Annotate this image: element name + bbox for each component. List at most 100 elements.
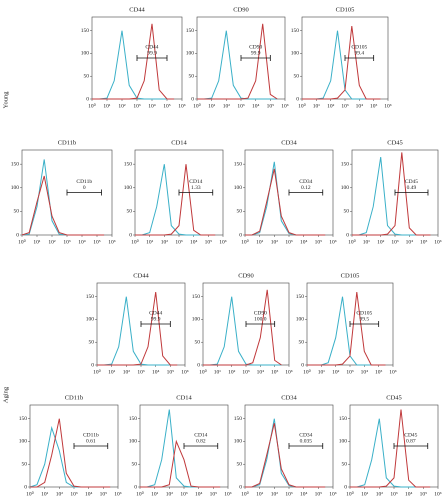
y-tick-label: 50 bbox=[195, 339, 201, 345]
gate-bar bbox=[66, 189, 102, 196]
x-tick-label: 10¹ bbox=[256, 491, 264, 497]
x-tick-label: 10¹ bbox=[313, 103, 321, 109]
gate-value: 99.4 bbox=[355, 50, 365, 56]
y-tick-label: 50 bbox=[84, 73, 90, 79]
histogram-line bbox=[135, 164, 216, 236]
x-tick-label: 10⁵ bbox=[315, 491, 323, 497]
y-tick-label: 100 bbox=[192, 317, 201, 323]
x-tick-label: 10⁴ bbox=[252, 103, 260, 109]
y-tick-label: 150 bbox=[291, 28, 300, 34]
gate-name: CD44 bbox=[149, 310, 162, 316]
x-tick-label: 10¹ bbox=[214, 369, 222, 375]
x-tick-label: 10⁵ bbox=[93, 239, 101, 245]
x-tick-label: 10² bbox=[161, 239, 169, 245]
x-tick-label: 10² bbox=[56, 491, 64, 497]
x-tick-label: 10² bbox=[377, 239, 385, 245]
y-tick-label: 0 bbox=[344, 484, 347, 490]
x-tick-label: 10⁰ bbox=[18, 238, 27, 245]
row-label: Young bbox=[2, 91, 9, 109]
x-tick-label: 10⁰ bbox=[346, 490, 355, 497]
y-tick-label: 0 bbox=[134, 484, 137, 490]
histogram-line bbox=[307, 296, 386, 366]
histogram-line bbox=[21, 159, 105, 236]
x-tick-label: 10³ bbox=[390, 491, 398, 497]
x-tick-label: 10⁰ bbox=[88, 102, 97, 109]
gate-bar bbox=[288, 443, 324, 449]
x-tick-label: 10¹ bbox=[146, 239, 154, 245]
y-tick-label: 50 bbox=[22, 461, 28, 467]
gate-value: 99.9 bbox=[151, 316, 161, 322]
panel-title: CD11b bbox=[58, 139, 77, 146]
gate-value: 99.5 bbox=[360, 316, 370, 322]
x-tick-label: 10³ bbox=[180, 491, 188, 497]
x-tick-label: 10⁰ bbox=[241, 238, 250, 245]
y-tick-label: 100 bbox=[339, 439, 348, 445]
x-tick-label: 10⁵ bbox=[271, 369, 279, 375]
y-tick-label: 50 bbox=[89, 339, 95, 345]
x-tick-label: 10⁶ bbox=[434, 239, 442, 245]
x-tick-label: 10⁰ bbox=[303, 368, 312, 375]
x-tick-label: 10⁰ bbox=[131, 238, 140, 245]
y-tick-label: 150 bbox=[341, 161, 350, 167]
histogram-line bbox=[307, 292, 386, 366]
x-tick-label: 10² bbox=[223, 103, 231, 109]
x-tick-label: 10⁵ bbox=[315, 239, 323, 245]
gate-bar bbox=[344, 55, 375, 61]
x-tick-label: 10² bbox=[376, 491, 384, 497]
x-tick-label: 10² bbox=[228, 369, 236, 375]
x-tick-label: 10⁵ bbox=[167, 369, 175, 375]
gate-value: 0.49 bbox=[407, 185, 417, 191]
histogram-line bbox=[302, 30, 381, 100]
gate-bar bbox=[349, 321, 380, 327]
y-tick-label: 100 bbox=[81, 51, 90, 57]
y-tick-label: 100 bbox=[296, 317, 305, 323]
histogram-line bbox=[350, 418, 431, 488]
x-tick-label: 10³ bbox=[237, 103, 245, 109]
gate-name: CD105 bbox=[351, 44, 367, 50]
x-tick-label: 10⁰ bbox=[193, 102, 202, 109]
y-tick-label: 0 bbox=[197, 362, 200, 368]
x-tick-label: 10⁶ bbox=[219, 239, 227, 245]
y-tick-label: 0 bbox=[346, 232, 349, 238]
x-tick-label: 10⁴ bbox=[85, 491, 93, 497]
x-tick-label: 10⁰ bbox=[93, 368, 102, 375]
x-tick-label: 10² bbox=[327, 103, 335, 109]
y-tick-label: 150 bbox=[234, 161, 243, 167]
x-tick-label: 10⁰ bbox=[136, 490, 145, 497]
gate-name: CD34 bbox=[299, 432, 312, 438]
gate-name: CD105 bbox=[356, 310, 372, 316]
y-tick-label: 0 bbox=[86, 96, 89, 102]
gate-bar bbox=[240, 55, 271, 61]
x-tick-label: 10⁶ bbox=[114, 491, 122, 497]
y-tick-label: 0 bbox=[16, 232, 19, 238]
gate-name: CD44 bbox=[145, 44, 158, 50]
panel-title: CD45 bbox=[387, 139, 403, 146]
y-tick-label: 0 bbox=[301, 362, 304, 368]
x-tick-label: 10⁵ bbox=[375, 369, 383, 375]
x-tick-label: 10⁵ bbox=[210, 491, 218, 497]
gate-bar bbox=[394, 189, 429, 196]
x-tick-label: 10⁵ bbox=[205, 239, 213, 245]
gate-name: CD14 bbox=[189, 179, 202, 185]
y-tick-label: 50 bbox=[342, 461, 348, 467]
panel-title: CD34 bbox=[281, 139, 297, 146]
x-tick-label: 10³ bbox=[133, 103, 141, 109]
gate-value: 0.82 bbox=[196, 438, 206, 444]
panel-title: CD90 bbox=[233, 6, 249, 13]
y-tick-label: 150 bbox=[124, 161, 133, 167]
y-tick-label: 50 bbox=[294, 73, 300, 79]
gate-value: 1.33 bbox=[191, 185, 201, 191]
x-tick-label: 10⁴ bbox=[405, 491, 413, 497]
gate-value: 0.12 bbox=[301, 185, 311, 191]
histogram-line bbox=[197, 23, 278, 100]
gate-bar bbox=[178, 189, 214, 196]
x-tick-label: 10² bbox=[332, 369, 340, 375]
histogram-line bbox=[21, 175, 105, 236]
y-tick-label: 50 bbox=[344, 209, 350, 215]
x-tick-label: 10³ bbox=[242, 369, 250, 375]
panel-title: CD14 bbox=[171, 139, 187, 146]
x-tick-label: 10³ bbox=[137, 369, 145, 375]
histogram-line bbox=[245, 423, 326, 488]
x-tick-label: 10⁴ bbox=[152, 369, 160, 375]
gate-bar bbox=[136, 55, 168, 61]
